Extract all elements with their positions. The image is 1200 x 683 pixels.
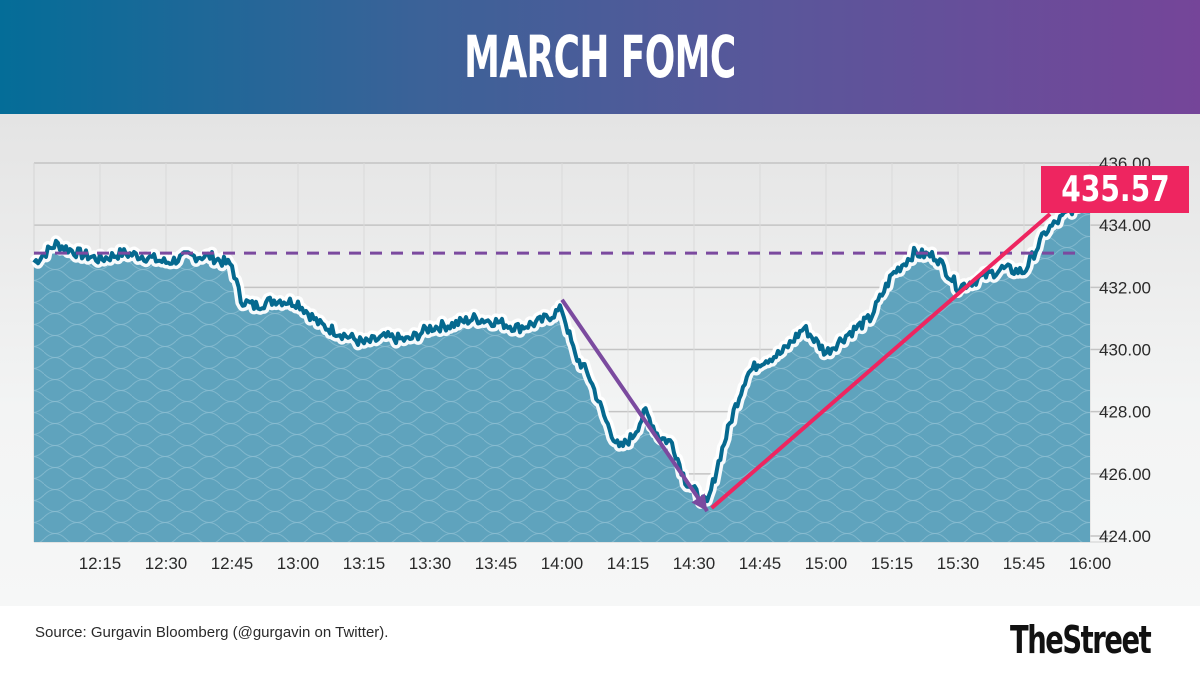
svg-text:432.00: 432.00: [1099, 278, 1151, 297]
thestreet-logo: TheStreet: [1010, 618, 1152, 662]
title-banner: MARCH FOMC: [0, 0, 1200, 114]
svg-text:428.00: 428.00: [1099, 403, 1151, 422]
svg-text:12:15: 12:15: [79, 554, 122, 573]
svg-text:15:45: 15:45: [1003, 554, 1046, 573]
svg-text:426.00: 426.00: [1099, 465, 1151, 484]
svg-text:12:45: 12:45: [211, 554, 254, 573]
svg-text:14:15: 14:15: [607, 554, 650, 573]
svg-text:13:15: 13:15: [343, 554, 386, 573]
svg-text:15:30: 15:30: [937, 554, 980, 573]
svg-text:15:15: 15:15: [871, 554, 914, 573]
chart-title: MARCH FOMC: [464, 23, 736, 91]
svg-text:14:45: 14:45: [739, 554, 782, 573]
svg-text:13:30: 13:30: [409, 554, 452, 573]
svg-text:430.00: 430.00: [1099, 341, 1151, 360]
svg-text:424.00: 424.00: [1099, 527, 1151, 546]
svg-text:13:00: 13:00: [277, 554, 320, 573]
x-axis: 12:15 12:30 12:45 13:00 13:15 13:30 13:45 14:00…: [79, 554, 1112, 573]
svg-text:14:30: 14:30: [673, 554, 716, 573]
trend-arrows: [560, 212, 1052, 513]
last-price-badge: 435.57: [1041, 166, 1189, 213]
source-caption: Source: Gurgavin Bloomberg (@gurgavin on…: [35, 624, 389, 641]
svg-text:12:30: 12:30: [145, 554, 188, 573]
svg-text:16:00: 16:00: [1069, 554, 1112, 573]
svg-text:13:45: 13:45: [475, 554, 518, 573]
y-axis: 424.00426.00428.00430.00432.00434.00436.…: [1099, 154, 1151, 546]
price-area: [29, 191, 1095, 542]
last-price-value: 435.57: [1060, 169, 1170, 210]
svg-text:14:00: 14:00: [541, 554, 584, 573]
svg-text:15:00: 15:00: [805, 554, 848, 573]
svg-text:434.00: 434.00: [1099, 216, 1151, 235]
